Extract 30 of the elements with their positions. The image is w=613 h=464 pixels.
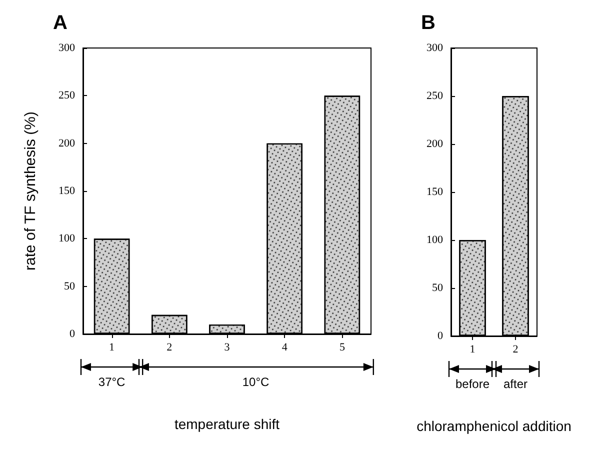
x-axis-title: temperature shift bbox=[174, 416, 280, 432]
chart-title: A bbox=[53, 12, 68, 34]
x-tick-label: 3 bbox=[224, 342, 230, 354]
text: before bbox=[454, 377, 491, 391]
x-tick-label: 4 bbox=[282, 342, 288, 354]
x-tick-label: 5 bbox=[339, 342, 346, 354]
y-tick-label: 50 bbox=[432, 282, 444, 294]
y-tick-label: 150 bbox=[58, 185, 76, 197]
y-tick-label: 0 bbox=[70, 328, 76, 340]
y-tick-label: 200 bbox=[58, 137, 76, 150]
y-tick-label: 0 bbox=[438, 330, 444, 342]
x-axis-title: chloramphenicol addition bbox=[416, 418, 572, 434]
y-tick-label: 300 bbox=[58, 42, 76, 54]
y-axis-title: rate of TF synthesis (%) bbox=[22, 112, 39, 270]
chart-title: B bbox=[421, 12, 436, 34]
y-tick-label: 100 bbox=[58, 232, 76, 245]
y-tick-label: 200 bbox=[426, 138, 444, 150]
text: 37°C bbox=[97, 375, 126, 389]
y-tick-label: 150 bbox=[426, 186, 444, 198]
x-tick-label: 1 bbox=[470, 344, 476, 356]
text: 10°C bbox=[241, 375, 270, 389]
y-tick-label: 100 bbox=[426, 234, 444, 246]
y-tick-label: 250 bbox=[58, 90, 76, 102]
x-tick-label: 2 bbox=[512, 344, 518, 356]
x-tick-label: 2 bbox=[166, 342, 172, 354]
y-tick-label: 300 bbox=[426, 42, 444, 54]
y-tick-label: 250 bbox=[426, 90, 444, 102]
text: after bbox=[502, 377, 528, 391]
y-tick-label: 50 bbox=[64, 280, 76, 292]
x-tick-label: 1 bbox=[109, 342, 115, 354]
